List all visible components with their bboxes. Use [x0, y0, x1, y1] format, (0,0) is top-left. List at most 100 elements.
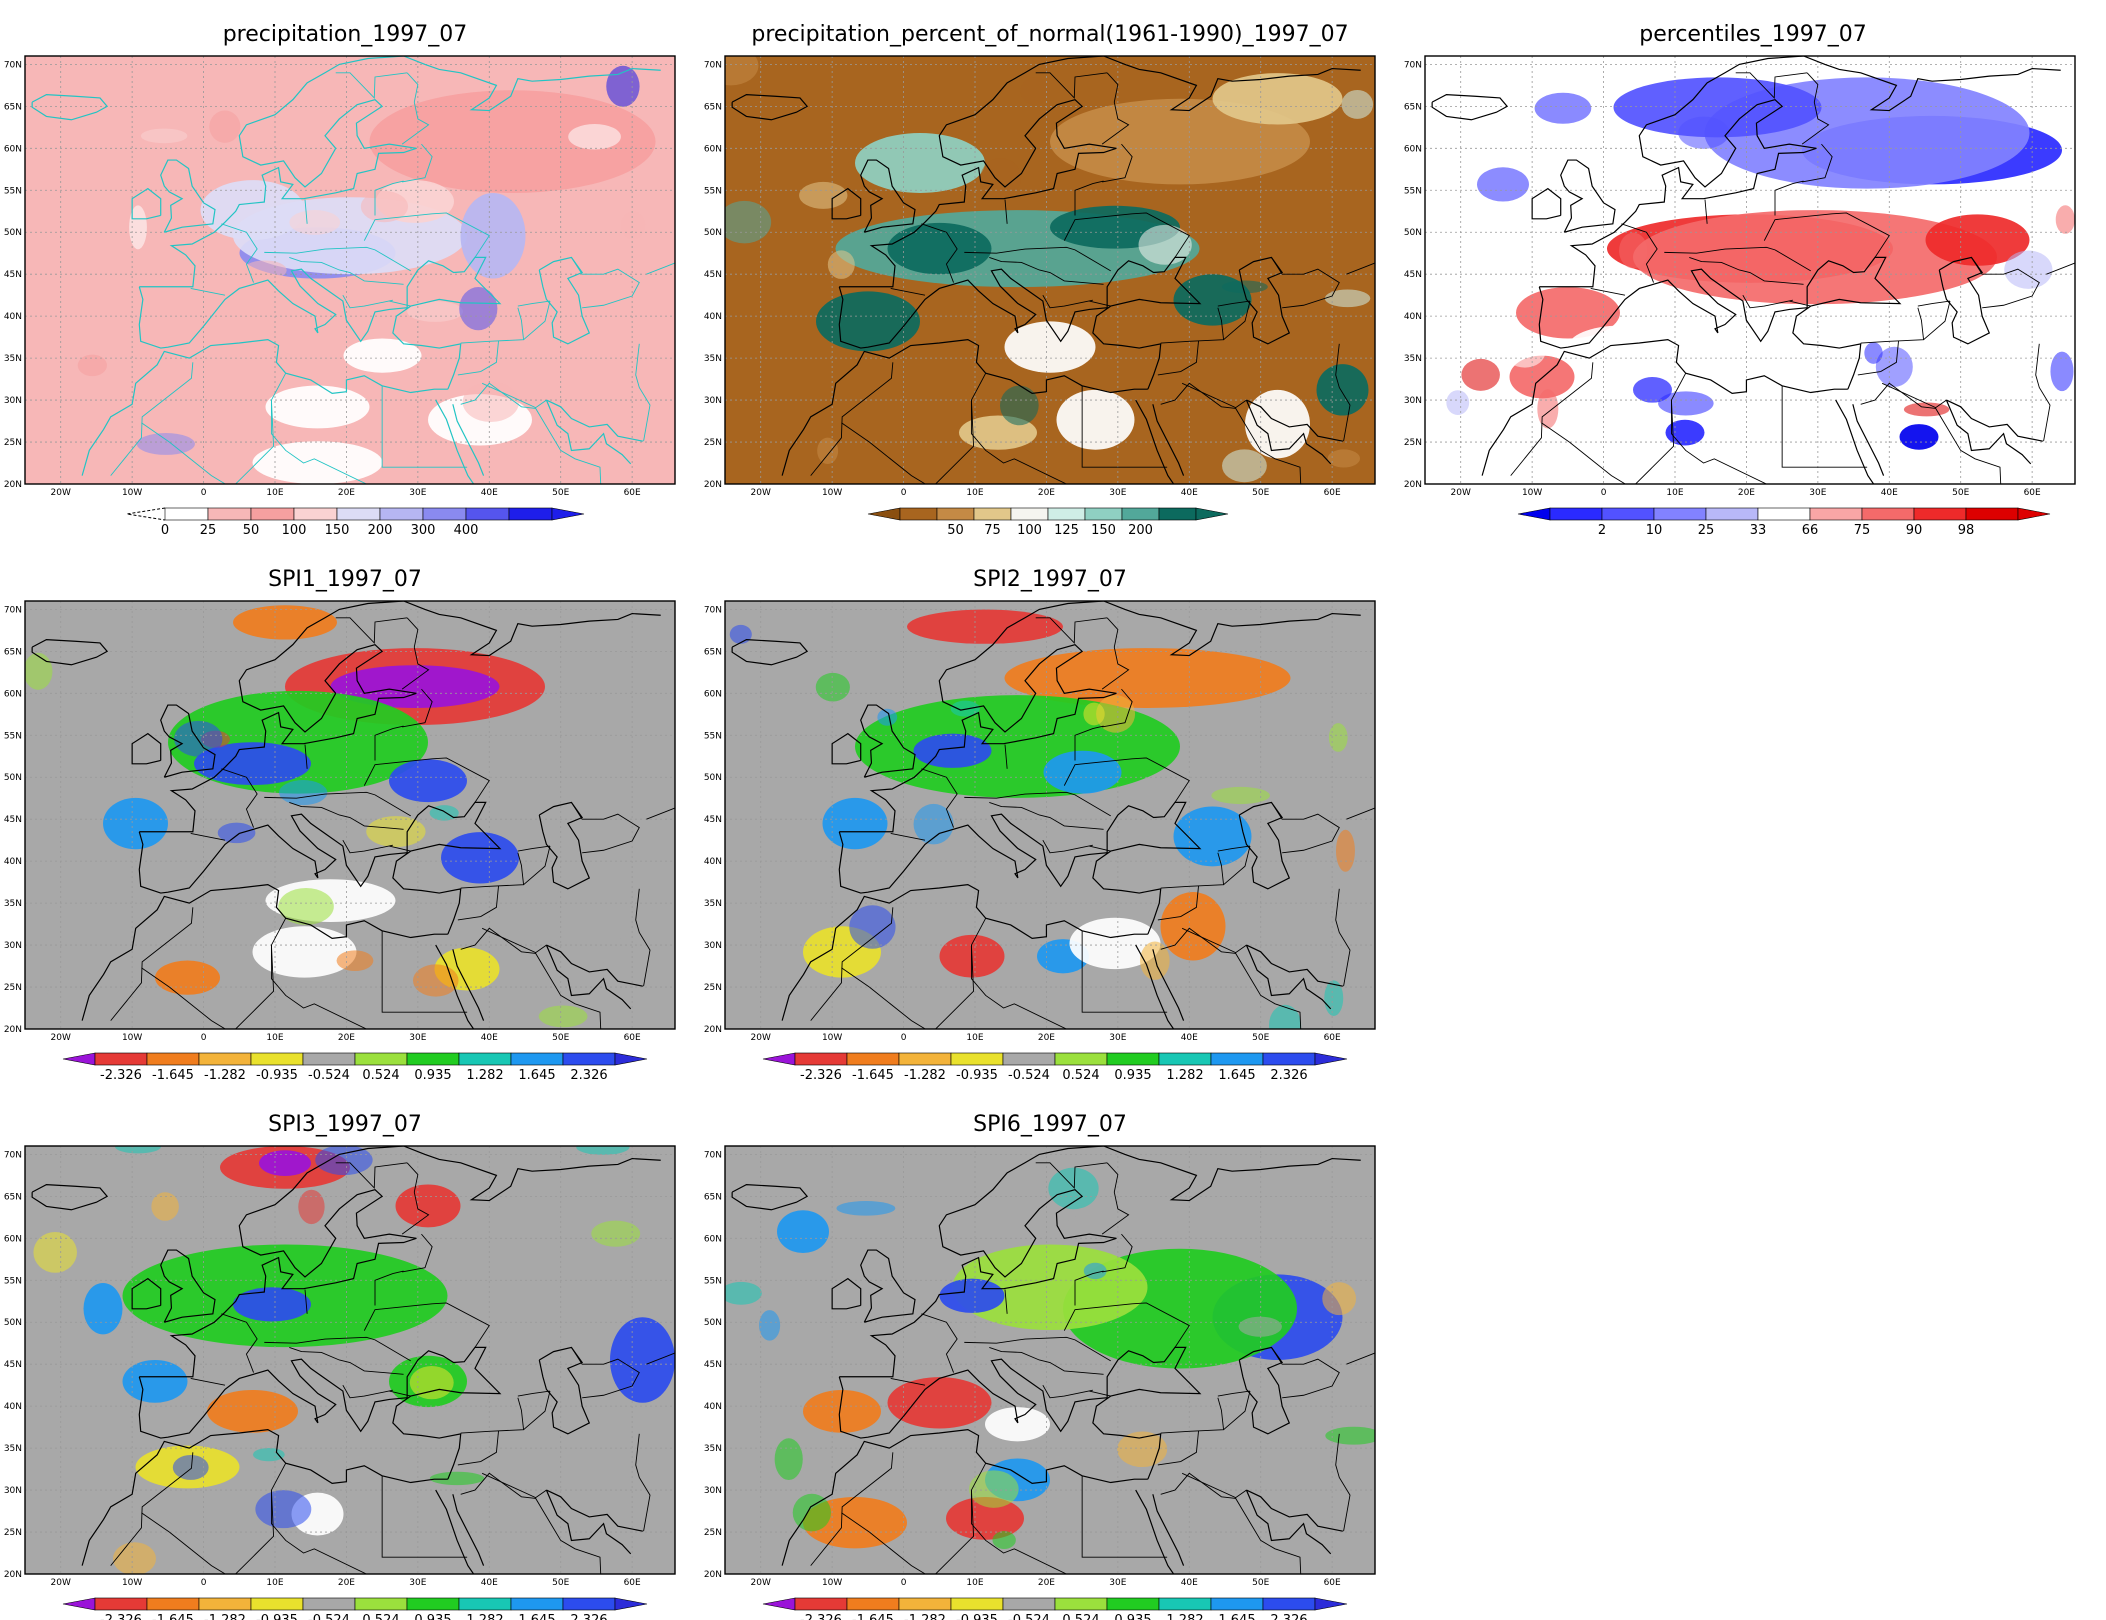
field-blob — [602, 937, 650, 977]
country-border — [335, 1162, 408, 1190]
field-blob — [1212, 73, 1343, 125]
colorbar-tail-left — [62, 1052, 96, 1066]
colorbar-swatch — [1106, 1597, 1160, 1611]
country-border — [1801, 72, 1830, 145]
field-blob — [253, 1447, 285, 1462]
field-blob — [1516, 287, 1620, 339]
colorbar-swatch — [198, 1052, 252, 1066]
country-border — [457, 1430, 500, 1466]
country-border — [1271, 802, 1340, 854]
colorbar-tail-left — [62, 1597, 96, 1611]
country-border — [335, 617, 408, 645]
colorbar-label: 1.282 — [466, 1068, 503, 1083]
field-blob — [207, 1389, 298, 1433]
colorbar-label: -1.282 — [204, 1068, 246, 1083]
lat-tick-label: 30N — [704, 1486, 722, 1496]
colorbar-swatch — [950, 1052, 1004, 1066]
field-blob — [200, 180, 305, 241]
lat-tick-label: 55N — [1404, 186, 1422, 196]
colorbar-swatch — [406, 1597, 460, 1611]
panel-title: SPI6_1997_07 — [973, 1112, 1127, 1137]
country-border — [646, 807, 675, 820]
country-border — [934, 945, 975, 1029]
lon-tick-label: 20W — [1451, 488, 1471, 498]
country-border — [841, 422, 870, 443]
field-blob — [913, 733, 992, 768]
coastlines — [731, 56, 1375, 484]
colorbar-swatch — [950, 1597, 1004, 1611]
country-border — [571, 257, 640, 309]
lon-tick-label: 30E — [409, 488, 426, 498]
field-blob — [366, 816, 426, 847]
country-border — [1217, 1390, 1251, 1397]
colorbar-label: -2.326 — [100, 1613, 142, 1620]
field-blob — [792, 1493, 831, 1532]
country-border — [221, 1313, 258, 1373]
panel-title: percentiles_1997_07 — [1639, 22, 1867, 47]
colorbar-swatch — [250, 507, 295, 521]
field-blob — [1268, 1004, 1302, 1029]
country-border — [1074, 725, 1104, 761]
field-blob — [122, 1360, 188, 1403]
country-border — [921, 223, 958, 283]
coastline — [1152, 949, 1185, 1021]
colorbar-label: 75 — [1854, 523, 1871, 538]
field-blob — [907, 609, 1063, 644]
lat-tick-label: 45N — [4, 1360, 22, 1370]
field-blob — [343, 338, 422, 373]
country-border — [234, 1490, 275, 1574]
lat-tick-label: 20N — [4, 1025, 22, 1035]
colorbar-label: 0.524 — [1062, 1068, 1099, 1083]
lon-tick-label: 30E — [1109, 488, 1126, 498]
lon-tick-label: 50E — [552, 488, 569, 498]
colorbar-label: 1.282 — [466, 1613, 503, 1620]
coastline — [81, 1429, 448, 1566]
lat-tick-label: 40N — [704, 857, 722, 867]
lat-tick-label: 65N — [1404, 102, 1422, 112]
map-svg: 70N 65N 60N 55N 50N 45N 40N 35N 30N 25N 20N 20W 10W 0… — [704, 600, 1376, 1083]
coastlines — [31, 601, 675, 1029]
colorbar-swatch — [250, 1052, 304, 1066]
lat-tick-label: 65N — [704, 1192, 722, 1202]
coastline — [1246, 399, 1343, 442]
country-border — [635, 1433, 651, 1532]
country-border — [402, 1233, 433, 1273]
country-border — [221, 768, 258, 828]
coastline — [435, 399, 475, 484]
country-border — [934, 1490, 975, 1574]
country-border — [1271, 257, 1340, 309]
colorbar: 0 25 50 100 150 200 300 400 — [126, 507, 585, 538]
colorbar-swatch — [1549, 507, 1603, 521]
coastlines — [731, 601, 1375, 1029]
coastline — [1560, 159, 1616, 233]
lon-tick-label: 40E — [1181, 1033, 1198, 1043]
field-blob — [412, 964, 459, 997]
coastline — [131, 732, 162, 765]
lon-tick-label: 30E — [1109, 1578, 1126, 1588]
colorbar-swatch — [899, 507, 938, 521]
lat-tick-label: 70N — [1404, 60, 1422, 70]
lat-tick-label: 20N — [704, 480, 722, 490]
country-border — [1157, 1430, 1200, 1466]
field-blob — [1160, 892, 1226, 961]
field-blob — [1864, 342, 1883, 364]
coastline — [1531, 187, 1562, 220]
field-blob — [441, 832, 519, 884]
field-blob — [278, 887, 334, 925]
colorbar-swatch — [458, 1597, 512, 1611]
coastline — [839, 1146, 1361, 1378]
colorbar-swatch — [94, 1597, 148, 1611]
colorbar-tail-left — [867, 507, 901, 521]
country-border — [1081, 385, 1168, 468]
country-border — [1774, 180, 1804, 216]
country-border — [1089, 1390, 1111, 1397]
lon-tick-label: 20W — [51, 488, 71, 498]
field-blob — [298, 1189, 325, 1225]
field-blob — [243, 260, 287, 280]
lon-tick-label: 20E — [338, 1578, 355, 1588]
lon-tick-label: 10W — [822, 488, 842, 498]
country-border — [1004, 744, 1008, 769]
country-border — [517, 1390, 551, 1397]
lat-tick-label: 55N — [704, 731, 722, 741]
field-blob — [939, 1278, 1005, 1313]
